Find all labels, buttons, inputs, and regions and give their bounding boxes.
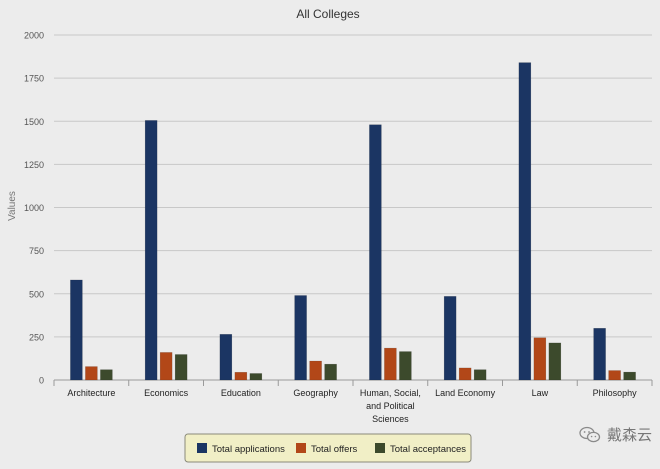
bar-total-applications xyxy=(369,124,382,381)
bar-total-acceptances xyxy=(548,342,562,381)
bar-total-offers xyxy=(533,337,547,381)
chart-title: All Colleges xyxy=(296,7,359,21)
bar-total-acceptances xyxy=(249,373,263,381)
bar-total-applications xyxy=(518,62,532,381)
y-tick-label: 750 xyxy=(29,246,44,256)
y-tick-label: 2000 xyxy=(24,31,44,41)
legend-label: Total applications xyxy=(212,444,285,455)
watermark-text: 戴森云 xyxy=(606,426,652,444)
wechat-icon xyxy=(579,426,601,442)
x-tick-label: and Political xyxy=(366,401,415,411)
axes xyxy=(53,379,653,386)
y-tick-label: 1000 xyxy=(24,203,44,213)
labels: 0 250 500 750 1000 1250 1500 1750 2000 Architectu… xyxy=(24,31,637,425)
bar-total-applications xyxy=(70,279,83,381)
bar-total-offers xyxy=(608,370,621,381)
x-tick-label: Architecture xyxy=(67,388,115,398)
y-axis-label: Values xyxy=(7,191,18,221)
legend-box xyxy=(184,433,472,463)
bar-total-acceptances xyxy=(623,371,636,381)
bar-total-acceptances xyxy=(324,363,337,381)
legend-label: Total acceptances xyxy=(390,444,466,455)
bar-total-applications xyxy=(144,120,158,381)
x-tick-label: Land Economy xyxy=(435,388,496,398)
bar-total-applications xyxy=(219,334,233,381)
legend-label: Total offers xyxy=(311,444,358,455)
bar-total-applications xyxy=(443,296,457,381)
y-tick-label: 1750 xyxy=(24,74,44,84)
bar-total-applications xyxy=(593,328,606,381)
y-tick-label: 1500 xyxy=(24,117,44,127)
bar-total-applications xyxy=(294,295,307,381)
legend: Total applications Total offers Total acce… xyxy=(184,433,472,463)
y-tick-label: 0 xyxy=(39,376,44,386)
legend-swatch xyxy=(197,443,207,453)
x-tick-label: Education xyxy=(221,388,261,398)
y-tick-label: 1250 xyxy=(24,160,44,170)
bar-total-acceptances xyxy=(473,369,487,381)
y-tick-label: 500 xyxy=(29,289,44,299)
watermark: 戴森云 xyxy=(579,424,652,445)
bar-total-offers xyxy=(234,371,248,381)
bar-total-offers xyxy=(159,352,173,381)
x-tick-label: Human, Social, xyxy=(360,388,421,398)
x-tick-label: Economics xyxy=(144,388,189,398)
bar-total-acceptances xyxy=(100,369,113,381)
bar-total-offers xyxy=(85,366,98,381)
bar-total-offers xyxy=(309,360,322,381)
bars xyxy=(70,62,636,381)
grid-lines xyxy=(54,34,652,338)
y-tick-label: 250 xyxy=(29,332,44,342)
bar-total-acceptances xyxy=(174,354,188,381)
legend-swatch xyxy=(296,443,306,453)
legend-swatch xyxy=(375,443,385,453)
x-tick-label: Geography xyxy=(293,388,338,398)
x-tick-label: Law xyxy=(532,388,549,398)
x-tick-label: Sciences xyxy=(372,414,409,424)
bar-total-offers xyxy=(458,367,472,381)
bar-total-offers xyxy=(384,347,397,381)
bar-total-acceptances xyxy=(399,351,412,381)
x-tick-label: Philosophy xyxy=(593,388,638,398)
